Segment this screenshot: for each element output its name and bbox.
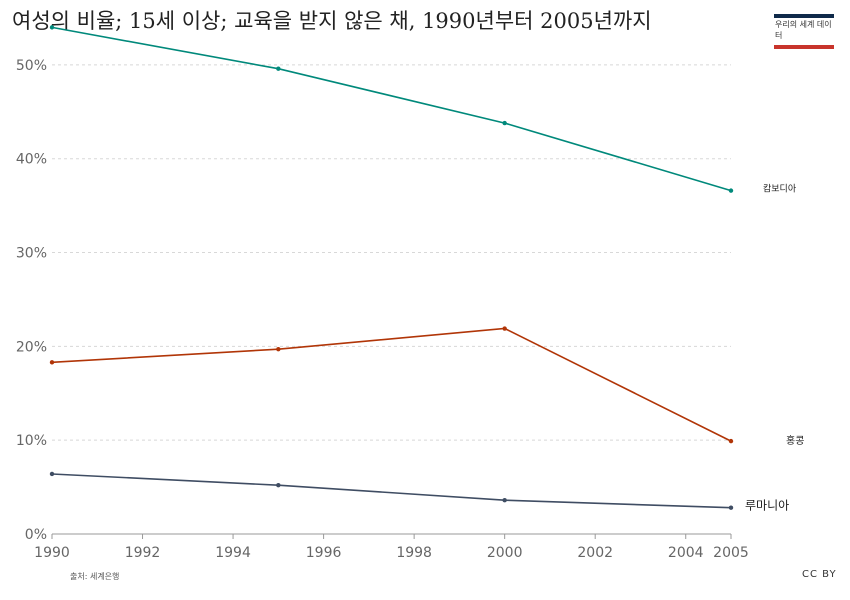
logo-bottom-bar [774, 45, 834, 49]
x-tick-label: 1998 [396, 545, 432, 561]
x-tick-label: 1992 [125, 545, 161, 561]
data-point [49, 25, 55, 30]
data-point [276, 66, 281, 71]
source-note: 출처: 세계은행 [70, 572, 120, 581]
x-tick-label: 1996 [306, 545, 342, 561]
x-tick-label: 1990 [34, 545, 70, 561]
x-tick-label: 2004 [668, 545, 704, 561]
data-point [49, 360, 55, 365]
data-point [728, 438, 734, 444]
series-label: 홍콩 [786, 434, 804, 447]
x-tick-label: 1994 [215, 545, 251, 561]
x-tick-label: 2002 [577, 545, 613, 561]
logo-text: 우리의 세계 데이터 [775, 20, 832, 40]
logo-top-bar [774, 14, 834, 18]
series-label: 루마니아 [745, 499, 789, 513]
owid-logo[interactable]: 우리의 세계 데이터 [774, 14, 834, 49]
data-point [502, 120, 507, 126]
y-tick-label: 0% [25, 527, 47, 543]
x-tick-label: 2000 [487, 545, 523, 561]
data-point [728, 188, 734, 193]
y-tick-label: 30% [16, 246, 47, 262]
series-line [51, 26, 732, 192]
x-tick-label: 2005 [713, 545, 749, 561]
license-link[interactable]: CC BY [802, 569, 837, 580]
series-line [51, 473, 732, 509]
data-point [276, 483, 281, 488]
y-tick-label: 40% [16, 152, 47, 168]
chart-title: 여성의 비율; 15세 이상; 교육을 받지 않은 채, 1990년부터 200… [12, 9, 652, 33]
y-tick-label: 20% [16, 339, 47, 355]
data-point [728, 505, 734, 510]
data-point [502, 326, 507, 331]
series-label: 캄보디아 [763, 183, 797, 195]
y-tick-label: 50% [16, 58, 47, 74]
series-line [51, 327, 732, 442]
data-point [49, 471, 55, 477]
data-point [502, 498, 507, 503]
data-point [276, 346, 281, 352]
y-tick-label: 10% [16, 433, 47, 449]
